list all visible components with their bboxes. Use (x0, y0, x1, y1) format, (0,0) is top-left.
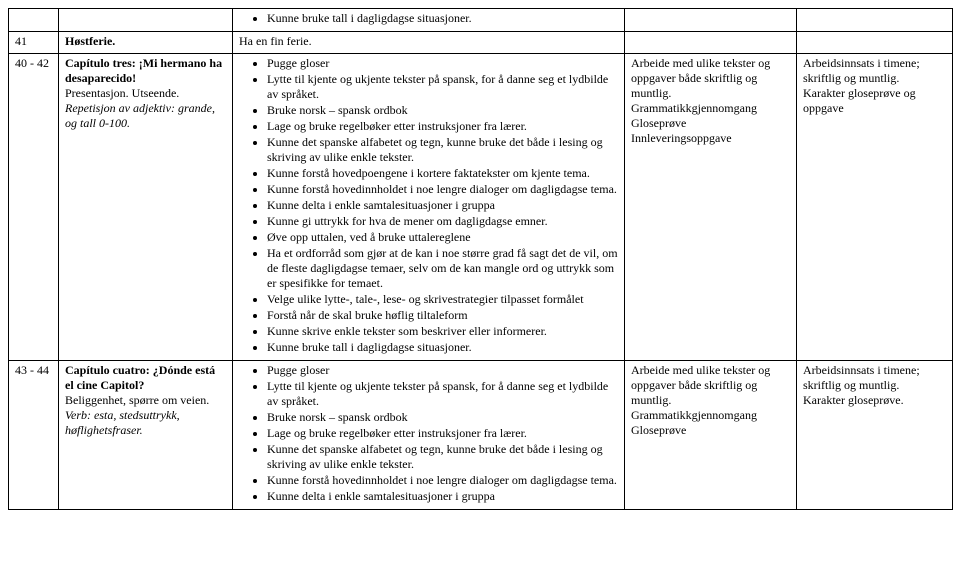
activity-list: Pugge gloserLytte til kjente og ukjente … (239, 363, 618, 504)
bullet-item: Bruke norsk – spansk ordbok (267, 410, 618, 425)
bullet-item: Kunne det spanske alfabetet og tegn, kun… (267, 442, 618, 472)
cell-topic: Capítulo cuatro: ¿Dónde está el cine Cap… (59, 361, 233, 510)
cell-assessment: Arbeide med ulike tekster og oppgaver bå… (625, 361, 797, 510)
bullet-item: Lytte til kjente og ukjente tekster på s… (267, 72, 618, 102)
bullet-item: Pugge gloser (267, 56, 618, 71)
bullet-item: Ha et ordforråd som gjør at de kan i noe… (267, 246, 618, 291)
bullet-item: Velge ulike lytte-, tale-, lese- og skri… (267, 292, 618, 307)
bullet-item: Kunne delta i enkle samtalesituasjoner i… (267, 198, 618, 213)
cell-week: 40 - 42 (9, 54, 59, 361)
cell-assessment: Arbeide med ulike tekster og oppgaver bå… (625, 54, 797, 361)
table-row: 40 - 42 Capítulo tres: ¡Mi hermano ha de… (9, 54, 953, 361)
table-row: 41 Høstferie. Ha en fin ferie. (9, 32, 953, 54)
cell-comments (797, 32, 953, 54)
bullet-item: Kunne gi uttrykk for hva de mener om dag… (267, 214, 618, 229)
bullet-item: Kunne delta i enkle samtalesituasjoner i… (267, 489, 618, 504)
bullet-item: Forstå når de skal bruke høflig tiltalef… (267, 308, 618, 323)
topic-desc: Beliggenhet, spørre om veien. (65, 393, 226, 408)
cell-comments: Arbeidsinnsats i timene; skriftlig og mu… (797, 54, 953, 361)
cell-topic (59, 9, 233, 32)
cell-topic: Capítulo tres: ¡Mi hermano ha desapareci… (59, 54, 233, 361)
topic-desc: Presentasjon. Utseende. (65, 86, 226, 101)
cell-assessment (625, 9, 797, 32)
topic-title: Capítulo tres: ¡Mi hermano ha desapareci… (65, 56, 226, 86)
bullet-item: Kunne forstå hovedpoengene i kortere fak… (267, 166, 618, 181)
topic-grammar: Repetisjon av adjektiv: grande, og tall … (65, 101, 226, 131)
cell-week: 41 (9, 32, 59, 54)
table-row: 43 - 44 Capítulo cuatro: ¿Dónde está el … (9, 361, 953, 510)
bullet-item: Kunne forstå hovedinnholdet i noe lengre… (267, 182, 618, 197)
bullet-item: Lytte til kjente og ukjente tekster på s… (267, 379, 618, 409)
cell-week (9, 9, 59, 32)
cell-comments (797, 9, 953, 32)
cell-topic: Høstferie. (59, 32, 233, 54)
topic-title: Capítulo cuatro: ¿Dónde está el cine Cap… (65, 363, 226, 393)
bullet-item: Kunne bruke tall i dagligdagse situasjon… (267, 340, 618, 355)
cell-activities: Pugge gloserLytte til kjente og ukjente … (233, 54, 625, 361)
bullet-item: Lage og bruke regelbøker etter instruksj… (267, 119, 618, 134)
cell-assessment (625, 32, 797, 54)
curriculum-table: Kunne bruke tall i dagligdagse situasjon… (8, 8, 953, 510)
bullet-item: Kunne forstå hovedinnholdet i noe lengre… (267, 473, 618, 488)
table-row: Kunne bruke tall i dagligdagse situasjon… (9, 9, 953, 32)
cell-comments: Arbeidsinnsats i timene; skriftlig og mu… (797, 361, 953, 510)
bullet-item: Lage og bruke regelbøker etter instruksj… (267, 426, 618, 441)
bullet-item: Øve opp uttalen, ved å bruke uttaleregle… (267, 230, 618, 245)
cell-week: 43 - 44 (9, 361, 59, 510)
bullet-item: Pugge gloser (267, 363, 618, 378)
cell-activities: Ha en fin ferie. (233, 32, 625, 54)
topic-title: Høstferie. (65, 34, 115, 48)
bullet-item: Kunne bruke tall i dagligdagse situasjon… (267, 11, 618, 26)
activity-list: Pugge gloserLytte til kjente og ukjente … (239, 56, 618, 355)
bullet-item: Bruke norsk – spansk ordbok (267, 103, 618, 118)
cell-activities: Kunne bruke tall i dagligdagse situasjon… (233, 9, 625, 32)
topic-grammar: Verb: esta, stedsuttrykk, høflighetsfras… (65, 408, 226, 438)
bullet-item: Kunne det spanske alfabetet og tegn, kun… (267, 135, 618, 165)
bullet-item: Kunne skrive enkle tekster som beskriver… (267, 324, 618, 339)
cell-activities: Pugge gloserLytte til kjente og ukjente … (233, 361, 625, 510)
